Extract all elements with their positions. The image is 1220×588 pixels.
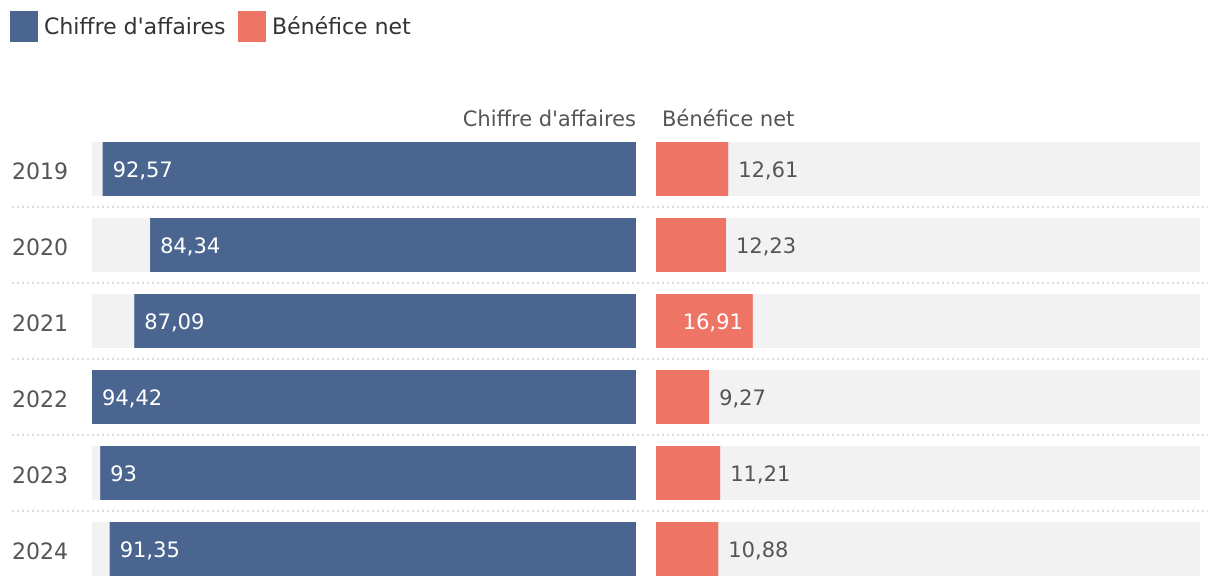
year-label-2023: 2023	[12, 464, 68, 489]
profit-bar-2020	[656, 218, 727, 272]
year-label-2019: 2019	[12, 160, 68, 185]
revenue-value-label-2022: 94,42	[102, 386, 162, 410]
profit-value-label-2020: 12,23	[736, 234, 796, 258]
column-header-revenue: Chiffre d'affaires	[463, 107, 636, 131]
revenue-bar-2022	[92, 370, 636, 424]
profit-bar-2019	[656, 142, 729, 196]
profit-track-2024	[656, 522, 1200, 576]
revenue-bar-2024	[109, 522, 637, 576]
legend-label-profit: Bénéfice net	[272, 15, 411, 40]
profit-value-label-2024: 10,88	[728, 538, 788, 562]
profit-bar-2021	[656, 294, 753, 348]
revenue-bar-2023	[100, 446, 636, 500]
revenue-bar-2019	[102, 142, 637, 196]
profit-track-2022	[656, 370, 1200, 424]
profit-value-label-2023: 11,21	[730, 462, 790, 486]
profit-bar-2024	[656, 522, 719, 576]
column-header-profit: Bénéfice net	[662, 107, 794, 131]
profit-track-2019	[656, 142, 1200, 196]
profit-value-label-2021: 16,91	[683, 310, 743, 334]
legend-label-revenue: Chiffre d'affaires	[44, 15, 225, 40]
revenue-bar-2021	[134, 294, 636, 348]
profit-value-label-2022: 9,27	[719, 386, 766, 410]
year-label-2020: 2020	[12, 236, 68, 261]
revenue-value-label-2020: 84,34	[160, 234, 220, 258]
year-label-2021: 2021	[12, 312, 68, 337]
revenue-value-label-2023: 93	[110, 462, 137, 486]
profit-bar-2022	[656, 370, 710, 424]
profit-bar-2023	[656, 446, 721, 500]
revenue-value-label-2019: 92,57	[113, 158, 173, 182]
year-label-2022: 2022	[12, 388, 68, 413]
legend-swatch-revenue	[10, 11, 38, 42]
legend-swatch-profit	[238, 11, 266, 42]
revenue-value-label-2021: 87,09	[144, 310, 204, 334]
profit-track-2020	[656, 218, 1200, 272]
year-label-2024: 2024	[12, 540, 68, 565]
revenue-bar-2020	[150, 218, 636, 272]
profit-value-label-2019: 12,61	[738, 158, 798, 182]
profit-track-2023	[656, 446, 1200, 500]
revenue-value-label-2024: 91,35	[120, 538, 180, 562]
